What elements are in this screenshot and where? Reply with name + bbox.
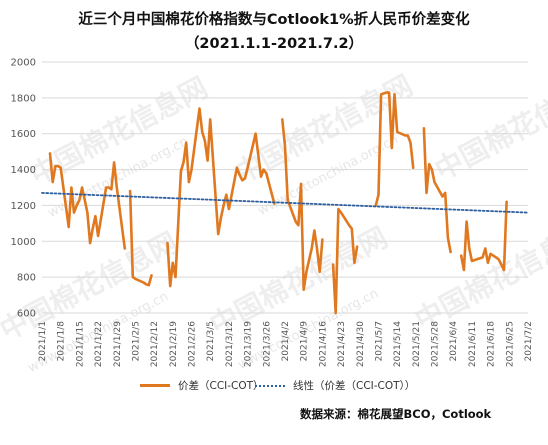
chart-subtitle: （2021.1.1-2021.7.2） — [184, 36, 364, 52]
legend-label-trend: 线性（价差（CCI-COT）） — [293, 380, 416, 392]
series-line-spread — [48, 91, 508, 315]
legend-swatch-trend — [255, 384, 285, 387]
x-tick-label: 2021/2/19 — [169, 321, 179, 367]
x-tick-label: 2021/4/2 — [281, 321, 291, 361]
x-tick-label: 2021/4/23 — [337, 321, 347, 367]
gridlines — [42, 61, 528, 314]
x-tick-label: 2021/3/26 — [262, 321, 272, 367]
y-tick-label: 600 — [17, 309, 36, 320]
legend-swatch-series — [140, 384, 170, 387]
x-tick-label: 2021/1/8 — [57, 321, 67, 362]
x-tick-label: 2021/1/1 — [38, 321, 48, 361]
y-tick-label: 1400 — [11, 165, 36, 176]
x-tick-label: 2021/5/21 — [412, 321, 422, 367]
legend: 价差（CCI-COT） 线性（价差（CCI-COT）） — [0, 378, 548, 396]
trend-line — [41, 192, 529, 214]
x-tick-label: 2021/1/15 — [75, 321, 85, 367]
x-tick-label: 2021/6/18 — [487, 321, 497, 367]
series-lines — [41, 91, 529, 315]
data-source: 数据来源：棉花展望BCO，Cotlook — [300, 407, 492, 421]
x-tick-label: 2021/2/26 — [188, 321, 198, 367]
y-tick-label: 800 — [17, 273, 36, 284]
x-tick-label: 2021/5/28 — [431, 321, 441, 367]
x-tick-label: 2021/7/2 — [524, 321, 534, 361]
legend-label-series: 价差（CCI-COT） — [178, 380, 264, 392]
x-tick-label: 2021/6/11 — [468, 321, 478, 367]
y-axis: 600 800 1000 1200 1400 1600 1800 2000 — [11, 58, 36, 320]
x-tick-label: 2021/2/5 — [131, 321, 141, 361]
y-tick-label: 1000 — [11, 237, 36, 248]
y-tick-label: 1600 — [11, 129, 36, 140]
x-axis: 2021/1/1 2021/1/8 2021/1/15 2021/1/22 2021/1… — [38, 321, 534, 367]
x-tick-label: 2021/3/5 — [206, 321, 216, 361]
y-tick-label: 2000 — [11, 58, 36, 69]
legend-item-trend: 线性（价差（CCI-COT）） — [255, 378, 415, 393]
x-tick-label: 2021/3/12 — [225, 321, 235, 367]
x-tick-label: 2021/2/12 — [150, 321, 160, 367]
x-tick-label: 2021/5/7 — [374, 321, 384, 361]
x-tick-label: 2021/4/9 — [300, 321, 310, 362]
chart-title: 近三个月中国棉花价格指数与Cotlook1%折人民币价差变化 — [78, 12, 470, 28]
y-tick-label: 1200 — [11, 201, 36, 212]
y-tick-label: 1800 — [11, 93, 36, 104]
x-tick-label: 2021/6/25 — [505, 321, 515, 367]
legend-item-series: 价差（CCI-COT） — [140, 378, 264, 393]
x-tick-label: 2021/3/19 — [244, 321, 254, 367]
x-tick-label: 2021/1/22 — [94, 321, 104, 367]
x-tick-label: 2021/5/14 — [393, 321, 403, 367]
x-tick-label: 2021/6/4 — [449, 321, 459, 362]
x-tick-label: 2021/4/16 — [318, 321, 328, 367]
x-tick-label: 2021/4/30 — [356, 321, 366, 367]
x-tick-label: 2021/1/29 — [113, 321, 123, 367]
